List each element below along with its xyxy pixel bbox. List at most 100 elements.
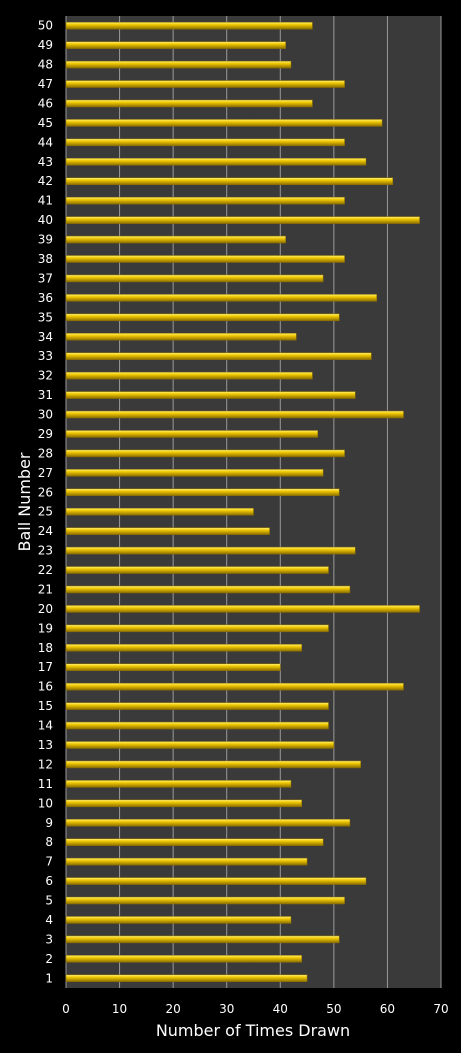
bar-ball-6 (65, 877, 367, 885)
y-tick-label: 49 (38, 38, 53, 52)
bar-ball-31 (65, 391, 356, 399)
bar-ball-3 (65, 935, 340, 944)
bar-ball-7 (65, 857, 308, 866)
y-tick-label: 45 (38, 116, 53, 130)
y-tick-label: 34 (38, 330, 53, 344)
bar-ball-28 (65, 449, 345, 458)
y-tick-labels: 1234567891011121314151617181920212223242… (38, 19, 53, 986)
bar-ball-34 (65, 333, 297, 341)
y-tick-label: 5 (45, 894, 53, 908)
bar-ball-44 (65, 138, 345, 147)
bar-ball-5 (65, 896, 345, 905)
x-tick-label: 20 (166, 1002, 181, 1016)
bar-ball-8 (65, 838, 324, 846)
bar-ball-48 (65, 60, 292, 69)
x-tick-label: 10 (112, 1002, 127, 1016)
y-tick-label: 7 (45, 855, 53, 869)
y-tick-label: 24 (38, 524, 53, 538)
bar-ball-14 (65, 721, 329, 730)
y-tick-label: 50 (38, 19, 53, 33)
y-tick-label: 22 (38, 563, 53, 577)
y-tick-label: 18 (38, 641, 53, 655)
y-tick-label: 41 (38, 194, 53, 208)
y-tick-label: 19 (38, 621, 53, 635)
bar-ball-30 (65, 410, 404, 419)
bar-ball-35 (65, 313, 340, 322)
bar-ball-9 (65, 819, 351, 827)
bar-ball-41 (65, 196, 345, 205)
x-tick-label: 30 (219, 1002, 234, 1016)
y-tick-label: 25 (38, 505, 53, 519)
bar-ball-45 (65, 119, 383, 127)
bar-ball-47 (65, 80, 345, 88)
bar-ball-10 (65, 799, 302, 808)
bar-ball-26 (65, 488, 340, 497)
y-tick-label: 16 (38, 680, 53, 694)
x-axis-title: Number of Times Drawn (156, 1021, 350, 1040)
bar-ball-43 (65, 158, 367, 166)
y-tick-label: 23 (38, 544, 53, 558)
bar-ball-22 (65, 566, 329, 574)
y-tick-label: 20 (38, 602, 53, 616)
y-tick-label: 15 (38, 699, 53, 713)
bar-ball-16 (65, 682, 404, 691)
y-tick-label: 10 (38, 796, 53, 810)
y-tick-label: 28 (38, 446, 53, 460)
bar-ball-50 (65, 21, 313, 30)
y-tick-label: 2 (45, 952, 53, 966)
bar-ball-13 (65, 741, 335, 749)
y-tick-label: 37 (38, 271, 53, 285)
y-tick-label: 4 (45, 913, 53, 927)
y-tick-label: 1 (45, 971, 53, 985)
bar-ball-21 (65, 585, 351, 594)
y-tick-label: 12 (38, 757, 53, 771)
y-axis-title: Ball Number (15, 452, 34, 551)
y-tick-label: 47 (38, 77, 53, 91)
bar-ball-4 (65, 916, 292, 924)
bar-ball-36 (65, 294, 377, 302)
y-tick-label: 11 (38, 777, 53, 791)
y-tick-label: 46 (38, 96, 53, 110)
y-tick-label: 48 (38, 58, 53, 72)
y-tick-label: 6 (45, 874, 53, 888)
y-tick-label: 30 (38, 408, 53, 422)
y-tick-label: 9 (45, 816, 53, 830)
bar-ball-24 (65, 527, 270, 535)
bar-ball-29 (65, 430, 319, 438)
x-tick-label: 40 (273, 1002, 288, 1016)
y-tick-label: 27 (38, 466, 53, 480)
y-tick-label: 32 (38, 369, 53, 383)
y-tick-label: 40 (38, 213, 53, 227)
y-tick-label: 33 (38, 349, 53, 363)
bar-ball-19 (65, 624, 329, 633)
y-tick-label: 42 (38, 174, 53, 188)
y-tick-label: 29 (38, 427, 53, 441)
bar-ball-15 (65, 702, 329, 710)
bar-ball-2 (65, 955, 302, 963)
x-tick-label: 50 (326, 1002, 341, 1016)
bar-ball-38 (65, 255, 345, 263)
y-tick-label: 8 (45, 835, 53, 849)
bar-ball-37 (65, 274, 324, 283)
bar-ball-32 (65, 371, 313, 380)
bar-ball-33 (65, 352, 372, 360)
bar-ball-42 (65, 177, 394, 185)
y-tick-label: 44 (38, 135, 53, 149)
y-tick-label: 35 (38, 310, 53, 324)
y-tick-label: 21 (38, 582, 53, 596)
bar-ball-11 (65, 780, 292, 788)
bar-ball-1 (65, 974, 308, 983)
bar-ball-20 (65, 605, 420, 613)
bars (65, 21, 420, 983)
bar-ball-23 (65, 546, 356, 555)
x-tick-label: 0 (62, 1002, 70, 1016)
bar-ball-46 (65, 99, 313, 108)
y-tick-label: 31 (38, 388, 53, 402)
bar-ball-40 (65, 216, 420, 224)
y-tick-label: 43 (38, 155, 53, 169)
y-tick-label: 3 (45, 932, 53, 946)
bar-ball-17 (65, 663, 281, 671)
bar-ball-25 (65, 507, 254, 516)
x-tick-label: 70 (433, 1002, 448, 1016)
